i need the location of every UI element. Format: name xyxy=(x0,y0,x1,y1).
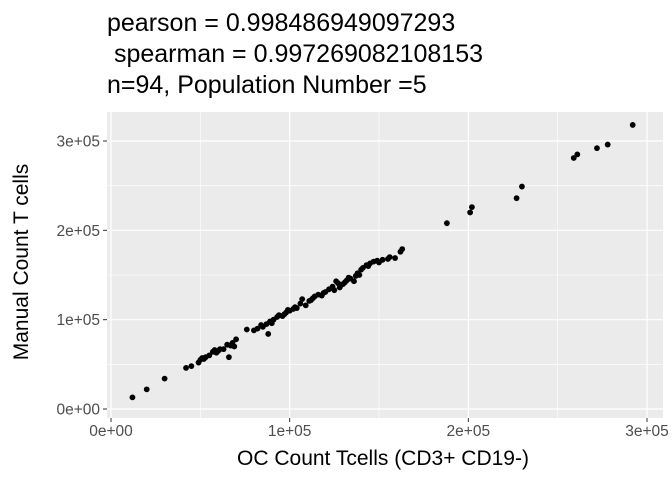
data-point xyxy=(345,274,352,281)
data-point xyxy=(356,272,363,278)
data-point xyxy=(469,204,475,211)
data-point xyxy=(143,386,150,393)
data-point xyxy=(243,326,250,333)
data-point xyxy=(365,263,372,269)
x-axis-title: OC Count Tcells (CD3+ CD19-) xyxy=(237,447,529,470)
data-point xyxy=(254,325,261,332)
data-point xyxy=(265,331,272,337)
data-point xyxy=(297,300,304,307)
plot-panel xyxy=(107,112,663,418)
data-point xyxy=(161,375,168,382)
data-point xyxy=(513,195,520,202)
data-points xyxy=(129,122,636,401)
data-point xyxy=(594,145,600,152)
y-tick-label: 3e+05 xyxy=(56,134,100,151)
data-point xyxy=(309,295,316,302)
x-tick-label: 2e+05 xyxy=(447,423,491,440)
data-point xyxy=(227,342,234,349)
data-point xyxy=(604,141,611,148)
chart-title-line-3: n=94, Population Number =5 xyxy=(107,71,427,99)
data-point xyxy=(338,281,345,288)
data-point xyxy=(629,122,636,128)
major-grid xyxy=(107,112,663,418)
data-point xyxy=(467,209,474,216)
data-point xyxy=(299,296,306,303)
data-point xyxy=(443,220,450,227)
data-point xyxy=(331,287,338,294)
y-axis-ticks: 0e+00 1e+05 2e+05 3e+05 xyxy=(56,134,107,419)
data-point xyxy=(188,363,195,370)
data-point xyxy=(392,255,398,261)
chart-title-line-2: spearman = 0.997269082108153 xyxy=(107,40,483,68)
data-point xyxy=(220,346,227,353)
y-tick-label: 2e+05 xyxy=(56,223,100,240)
y-tick-label: 0e+00 xyxy=(56,402,100,419)
data-point xyxy=(574,151,581,158)
data-point xyxy=(281,311,288,318)
data-point xyxy=(293,305,300,311)
data-point xyxy=(226,354,232,361)
data-point xyxy=(183,365,189,371)
data-point xyxy=(202,354,209,361)
x-axis-ticks: 0e+00 1e+05 2e+05 3e+05 xyxy=(89,418,669,440)
y-axis-title: Manual Count T cells xyxy=(10,164,33,361)
data-point xyxy=(385,256,391,262)
data-point xyxy=(320,289,327,296)
x-tick-label: 3e+05 xyxy=(625,423,669,440)
data-point xyxy=(233,336,239,343)
data-point xyxy=(302,302,309,309)
data-point xyxy=(376,259,382,266)
data-point xyxy=(519,183,525,190)
data-point xyxy=(351,278,357,285)
x-tick-label: 0e+00 xyxy=(89,423,133,440)
data-point xyxy=(570,155,577,161)
x-tick-label: 1e+05 xyxy=(268,423,312,440)
chart-title-line-1: pearson = 0.998486949097293 xyxy=(107,9,455,37)
data-point xyxy=(129,394,136,401)
data-point xyxy=(399,246,406,252)
y-tick-label: 1e+05 xyxy=(56,312,100,329)
